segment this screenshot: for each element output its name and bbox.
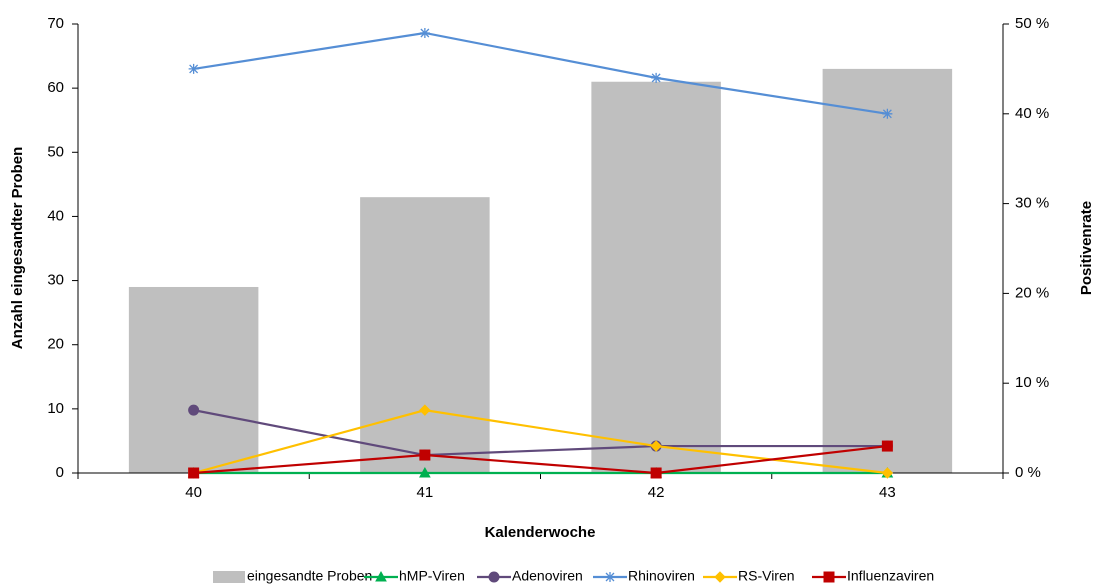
bar [360, 197, 490, 473]
y-tick-label: 30 [47, 272, 64, 289]
marker [375, 570, 387, 582]
x-tick-label: 42 [648, 484, 665, 501]
y-tick-label: 20 [47, 336, 64, 353]
marker [714, 571, 726, 583]
x-tick-label: 43 [879, 484, 896, 501]
marker [419, 404, 431, 416]
legend-label: RS-Viren [738, 568, 795, 584]
marker [188, 467, 200, 479]
y2-tick-label: 10 % [1015, 374, 1049, 391]
line [193, 31, 888, 115]
marker [419, 27, 430, 38]
marker [188, 63, 199, 74]
marker [882, 108, 893, 119]
marker [651, 72, 662, 83]
y-tick-label: 60 [47, 79, 64, 96]
legend-label: Adenoviren [512, 568, 583, 584]
marker [419, 449, 431, 461]
y-tick-label: 40 [47, 207, 64, 224]
bar [128, 286, 259, 473]
marker [881, 467, 894, 479]
marker [488, 571, 500, 583]
y2-tick-label: 0 % [1015, 464, 1041, 481]
y-tick-label: 10 [47, 400, 64, 417]
marker [188, 404, 200, 416]
marker [823, 571, 835, 583]
marker [650, 440, 662, 452]
y-axis-title: Anzahl eingesandter Proben [9, 147, 26, 350]
marker [881, 440, 893, 452]
y2-tick-label: 50 % [1015, 15, 1049, 32]
marker [605, 572, 615, 582]
line [193, 409, 888, 457]
x-tick-label: 40 [185, 484, 202, 501]
marker [650, 467, 662, 479]
legend-label: hMP-Viren [399, 568, 465, 584]
legend-swatch [213, 571, 245, 583]
legend-label: Rhinoviren [628, 568, 695, 584]
marker [419, 466, 431, 478]
y-tick-label: 50 [47, 143, 64, 160]
bar [822, 68, 953, 474]
y2-axis-title: Positivenrate [1078, 201, 1095, 295]
x-tick-label: 41 [417, 484, 434, 501]
x-axis-title: Kalenderwoche [485, 524, 596, 541]
bar [591, 81, 721, 473]
legend-label: Influenzaviren [847, 568, 934, 584]
line [193, 444, 888, 475]
y2-tick-label: 40 % [1015, 105, 1049, 122]
y-tick-label: 0 [56, 464, 64, 481]
legend: eingesandte Proben hMP-Viren Adenoviren Rhi… [213, 568, 934, 584]
y2-tick-label: 20 % [1015, 284, 1049, 301]
y2-tick-label: 30 % [1015, 195, 1049, 212]
legend-label: eingesandte Proben [247, 568, 372, 584]
y-tick-label: 70 [47, 15, 64, 32]
